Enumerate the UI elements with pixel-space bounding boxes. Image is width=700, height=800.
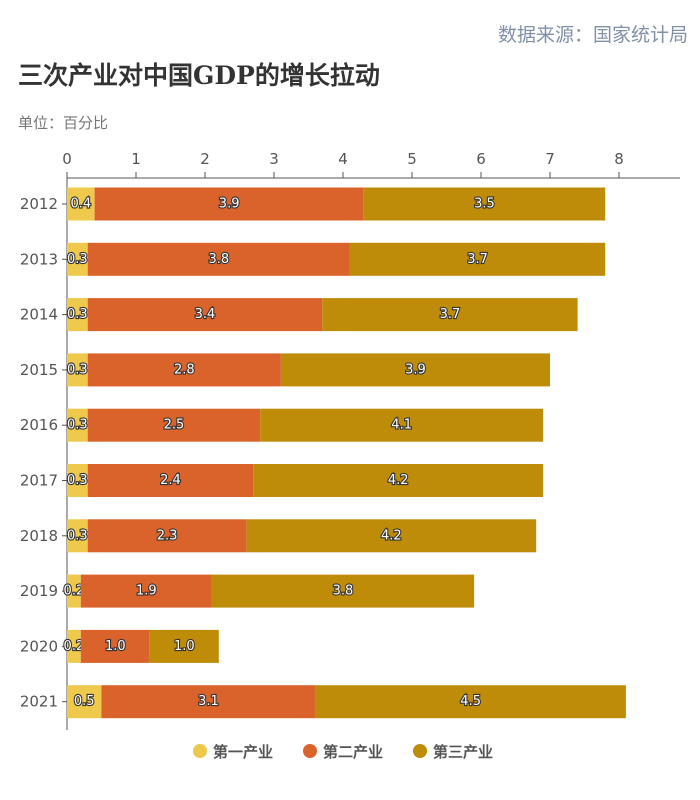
bar-segment-2 [80, 629, 150, 663]
y-tick-label: 2015 [20, 361, 58, 379]
data-label: 0.3 [67, 252, 88, 267]
y-tick-label: 2013 [20, 250, 58, 268]
legend-marker [193, 744, 207, 758]
bar-segment-3 [315, 685, 626, 719]
bar-segment-1 [67, 464, 88, 497]
bar-segment-1 [67, 629, 81, 663]
bar-segment-3 [211, 574, 475, 608]
data-label: 3.9 [219, 197, 240, 212]
bar-segment-2 [87, 519, 247, 553]
bar-segment-3 [349, 242, 606, 276]
data-label: 0.4 [70, 197, 91, 212]
bar-segment-3 [149, 629, 219, 663]
bar-segment-3 [280, 353, 550, 387]
data-label: 3.7 [440, 307, 461, 322]
data-label: 4.5 [460, 694, 481, 709]
y-tick-label: 2021 [20, 693, 58, 711]
data-label: 4.2 [381, 528, 402, 543]
bar-segment-1 [67, 408, 88, 442]
bar-segment-1 [67, 298, 88, 332]
legend-label: 第三产业 [433, 743, 493, 761]
bar-segment-2 [87, 298, 323, 332]
data-label: 3.4 [195, 307, 216, 322]
x-tick-label: 3 [269, 150, 279, 168]
bar-segment-2 [87, 408, 261, 442]
x-tick-label: 7 [545, 150, 555, 168]
bar-segment-1 [67, 353, 88, 387]
y-tick-label: 2018 [20, 527, 58, 545]
y-tick-label: 2017 [20, 472, 58, 490]
bar-segment-1 [67, 242, 88, 276]
y-tick-label: 2020 [20, 637, 58, 655]
bar-segment-1 [67, 187, 95, 221]
data-label: 3.8 [208, 252, 229, 267]
data-label: 3.7 [467, 252, 488, 267]
x-tick-label: 4 [338, 150, 348, 168]
data-label: 0.2 [64, 639, 85, 654]
x-tick-label: 5 [407, 150, 417, 168]
bar-segment-2 [87, 464, 254, 497]
bar-segment-1 [67, 685, 102, 719]
y-tick-label: 2014 [20, 306, 58, 324]
bar-segment-1 [67, 519, 88, 553]
data-label: 3.8 [333, 584, 354, 599]
data-label: 1.0 [105, 639, 126, 654]
source-note: 数据来源：国家统计局 [497, 24, 688, 46]
y-tick-label: 2012 [20, 195, 58, 213]
data-label: 2.3 [157, 528, 178, 543]
data-label: 0.3 [67, 362, 88, 377]
bar-segment-3 [260, 408, 544, 442]
data-label: 3.5 [474, 197, 495, 212]
data-label: 1.9 [136, 584, 157, 599]
legend-marker [413, 744, 427, 758]
bar-segment-2 [80, 574, 212, 608]
x-tick-label: 2 [200, 150, 210, 168]
data-label: 2.8 [174, 362, 195, 377]
bar-segment-2 [94, 187, 364, 221]
bar-segment-1 [67, 574, 81, 608]
data-label: 3.1 [198, 694, 219, 709]
bar-segment-2 [87, 242, 350, 276]
bar-segment-2 [87, 353, 281, 387]
data-label: 0.3 [67, 528, 88, 543]
bar-segment-3 [363, 187, 606, 221]
legend-label: 第二产业 [323, 743, 383, 761]
data-label: 4.2 [388, 473, 409, 488]
x-tick-label: 8 [614, 150, 624, 168]
bar-segment-3 [253, 464, 544, 497]
x-tick-label: 6 [476, 150, 486, 168]
data-label: 0.3 [67, 418, 88, 433]
bar-segment-2 [101, 685, 316, 719]
y-tick-label: 2016 [20, 416, 58, 434]
data-label: 0.2 [64, 584, 85, 599]
data-label: 4.1 [391, 418, 412, 433]
x-tick-label: 1 [131, 150, 141, 168]
data-label: 0.3 [67, 473, 88, 488]
unit-label: 单位：百分比 [18, 114, 109, 132]
data-label: 0.5 [74, 694, 95, 709]
data-label: 2.5 [164, 418, 185, 433]
legend-marker [303, 744, 317, 758]
y-tick-label: 2019 [20, 582, 58, 600]
bar-segment-3 [246, 519, 537, 553]
bar-segment-3 [322, 298, 578, 332]
chart-title: 三次产业对中国GDP的增长拉动 [18, 61, 380, 90]
data-label: 2.4 [160, 473, 181, 488]
x-tick-label: 0 [62, 150, 72, 168]
data-label: 0.3 [67, 307, 88, 322]
data-label: 3.9 [405, 362, 426, 377]
data-label: 1.0 [174, 639, 195, 654]
legend-label: 第一产业 [213, 743, 273, 761]
